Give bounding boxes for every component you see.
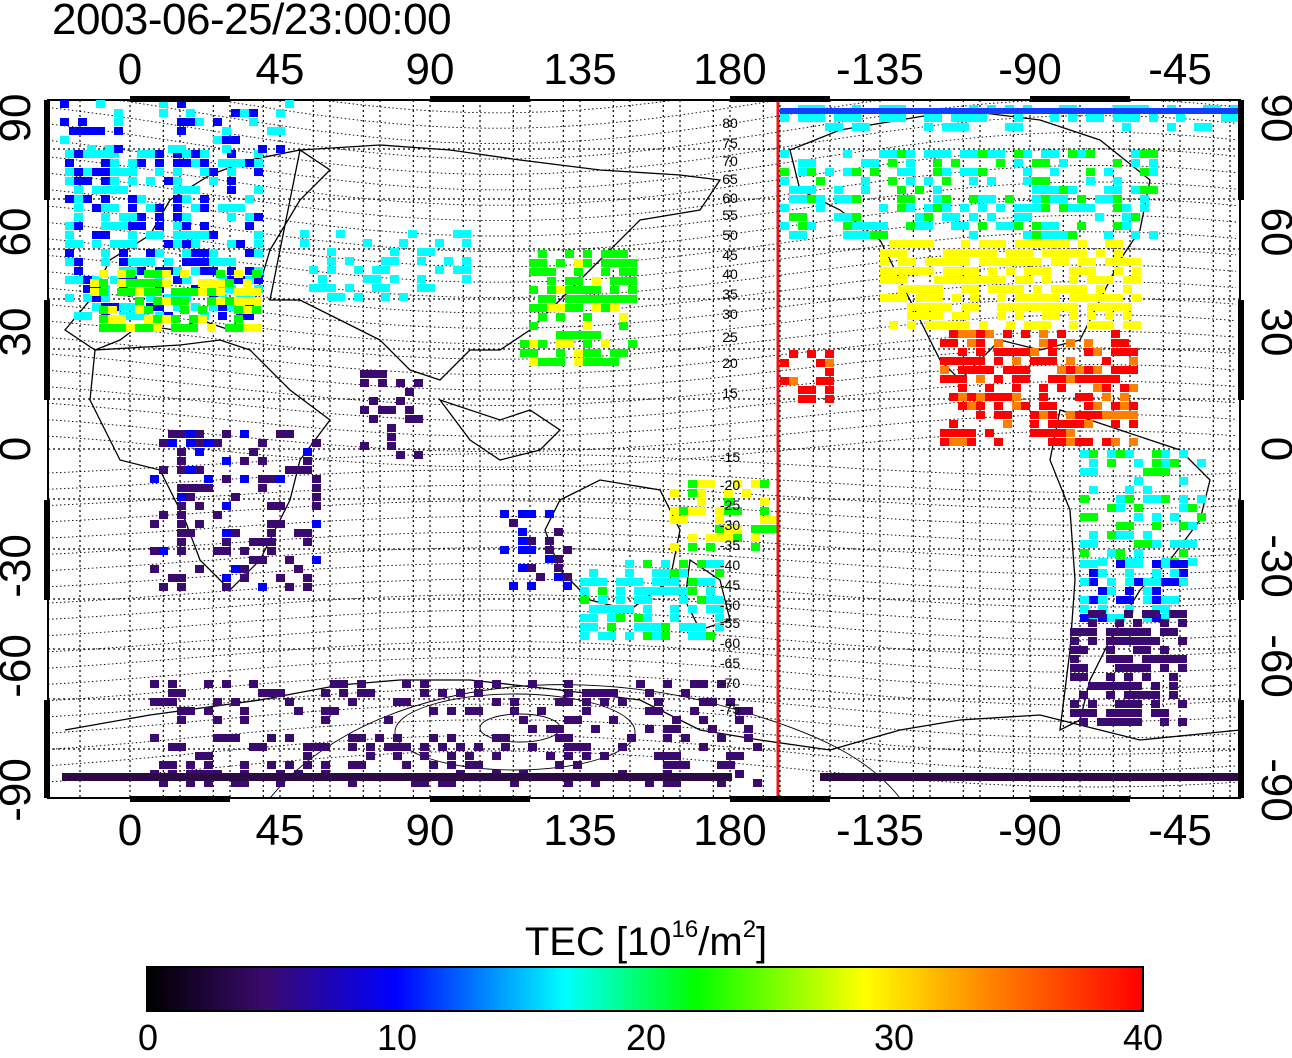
tick-label: 25 [722, 329, 738, 345]
tick-label: 90 [406, 45, 455, 94]
tick-label: -35 [720, 537, 740, 553]
tick-label: -30 [1252, 534, 1292, 598]
tec-data [60, 100, 1240, 787]
tick-label: 0 [118, 45, 142, 94]
tick-label: 60 [722, 190, 738, 206]
map-title: 2003-06-25/23:00:00 [52, 0, 452, 44]
tick-label: 135 [543, 806, 616, 855]
tick-label: 180 [693, 45, 766, 94]
tick-label: 65 [722, 171, 738, 187]
colorbar-tick-10: 10 [376, 1017, 418, 1058]
left-latitude-labels: 90 60 30 0 -30 -60 -90 [0, 94, 40, 822]
tick-label: -90 [1252, 758, 1292, 822]
tick-label: 135 [543, 45, 616, 94]
tick-label: -75 [720, 701, 740, 717]
tick-label: 90 [406, 806, 455, 855]
tick-label: 60 [1252, 208, 1292, 257]
tick-label: 15 [722, 385, 738, 401]
colorbar [146, 966, 1144, 1012]
tick-label: -90 [998, 806, 1062, 855]
tick-label: -45 [1148, 806, 1212, 855]
tick-label: -55 [720, 615, 740, 631]
tick-label: 90 [1252, 94, 1292, 143]
tick-label: 45 [722, 247, 738, 263]
tick-label: 90 [0, 94, 40, 143]
tick-label: 80 [722, 115, 738, 131]
tick-label: -90 [0, 758, 40, 822]
tick-label: 20 [722, 355, 738, 371]
axis-bars [44, 96, 1244, 802]
top-longitude-labels: 0 45 90 135 180 -135 -90 -45 [118, 45, 1212, 94]
tick-label: 35 [722, 286, 738, 302]
tick-label: -60 [1252, 634, 1292, 698]
tick-label: 30 [0, 308, 40, 357]
tick-label: 180 [693, 806, 766, 855]
tick-label: 70 [722, 153, 738, 169]
tick-label: -40 [720, 557, 740, 573]
tick-label: 55 [722, 207, 738, 223]
tick-label: -135 [836, 45, 924, 94]
colorbar-tick-0: 0 [137, 1017, 159, 1058]
right-latitude-labels: 90 60 30 0 -30 -60 -90 [1252, 94, 1292, 822]
tick-label: 45 [256, 806, 305, 855]
tick-label: -60 [720, 635, 740, 651]
colorbar-tick-40: 40 [1122, 1017, 1164, 1058]
tick-label: -20 [720, 477, 740, 493]
tick-label: -65 [720, 655, 740, 671]
tick-label: 30 [722, 306, 738, 322]
tick-label: -45 [1148, 45, 1212, 94]
tick-label: -70 [720, 675, 740, 691]
tick-label: 45 [256, 45, 305, 94]
tick-label: -30 [720, 517, 740, 533]
tick-label: -50 [720, 597, 740, 613]
tick-label: 50 [722, 227, 738, 243]
colorbar-tick-30: 30 [873, 1017, 915, 1058]
tick-label: -30 [0, 534, 40, 598]
tick-label: 60 [0, 208, 40, 257]
tick-label: -90 [998, 45, 1062, 94]
tick-label: 30 [1252, 308, 1292, 357]
tick-label: -25 [720, 497, 740, 513]
tick-label: 75 [722, 135, 738, 151]
tick-label: -15 [720, 449, 740, 465]
tick-label: 0 [118, 806, 142, 855]
tick-label: -135 [836, 806, 924, 855]
colorbar-tick-20: 20 [625, 1017, 667, 1058]
tick-label: 0 [1252, 437, 1292, 461]
tick-label: 0 [0, 437, 40, 461]
tick-label: -60 [0, 634, 40, 698]
colorbar-title: TEC [1016/m2] [524, 916, 768, 964]
tick-label: -45 [720, 577, 740, 593]
bottom-longitude-labels: 0 45 90 135 180 -135 -90 -45 [118, 806, 1212, 855]
tick-label: 40 [722, 266, 738, 282]
